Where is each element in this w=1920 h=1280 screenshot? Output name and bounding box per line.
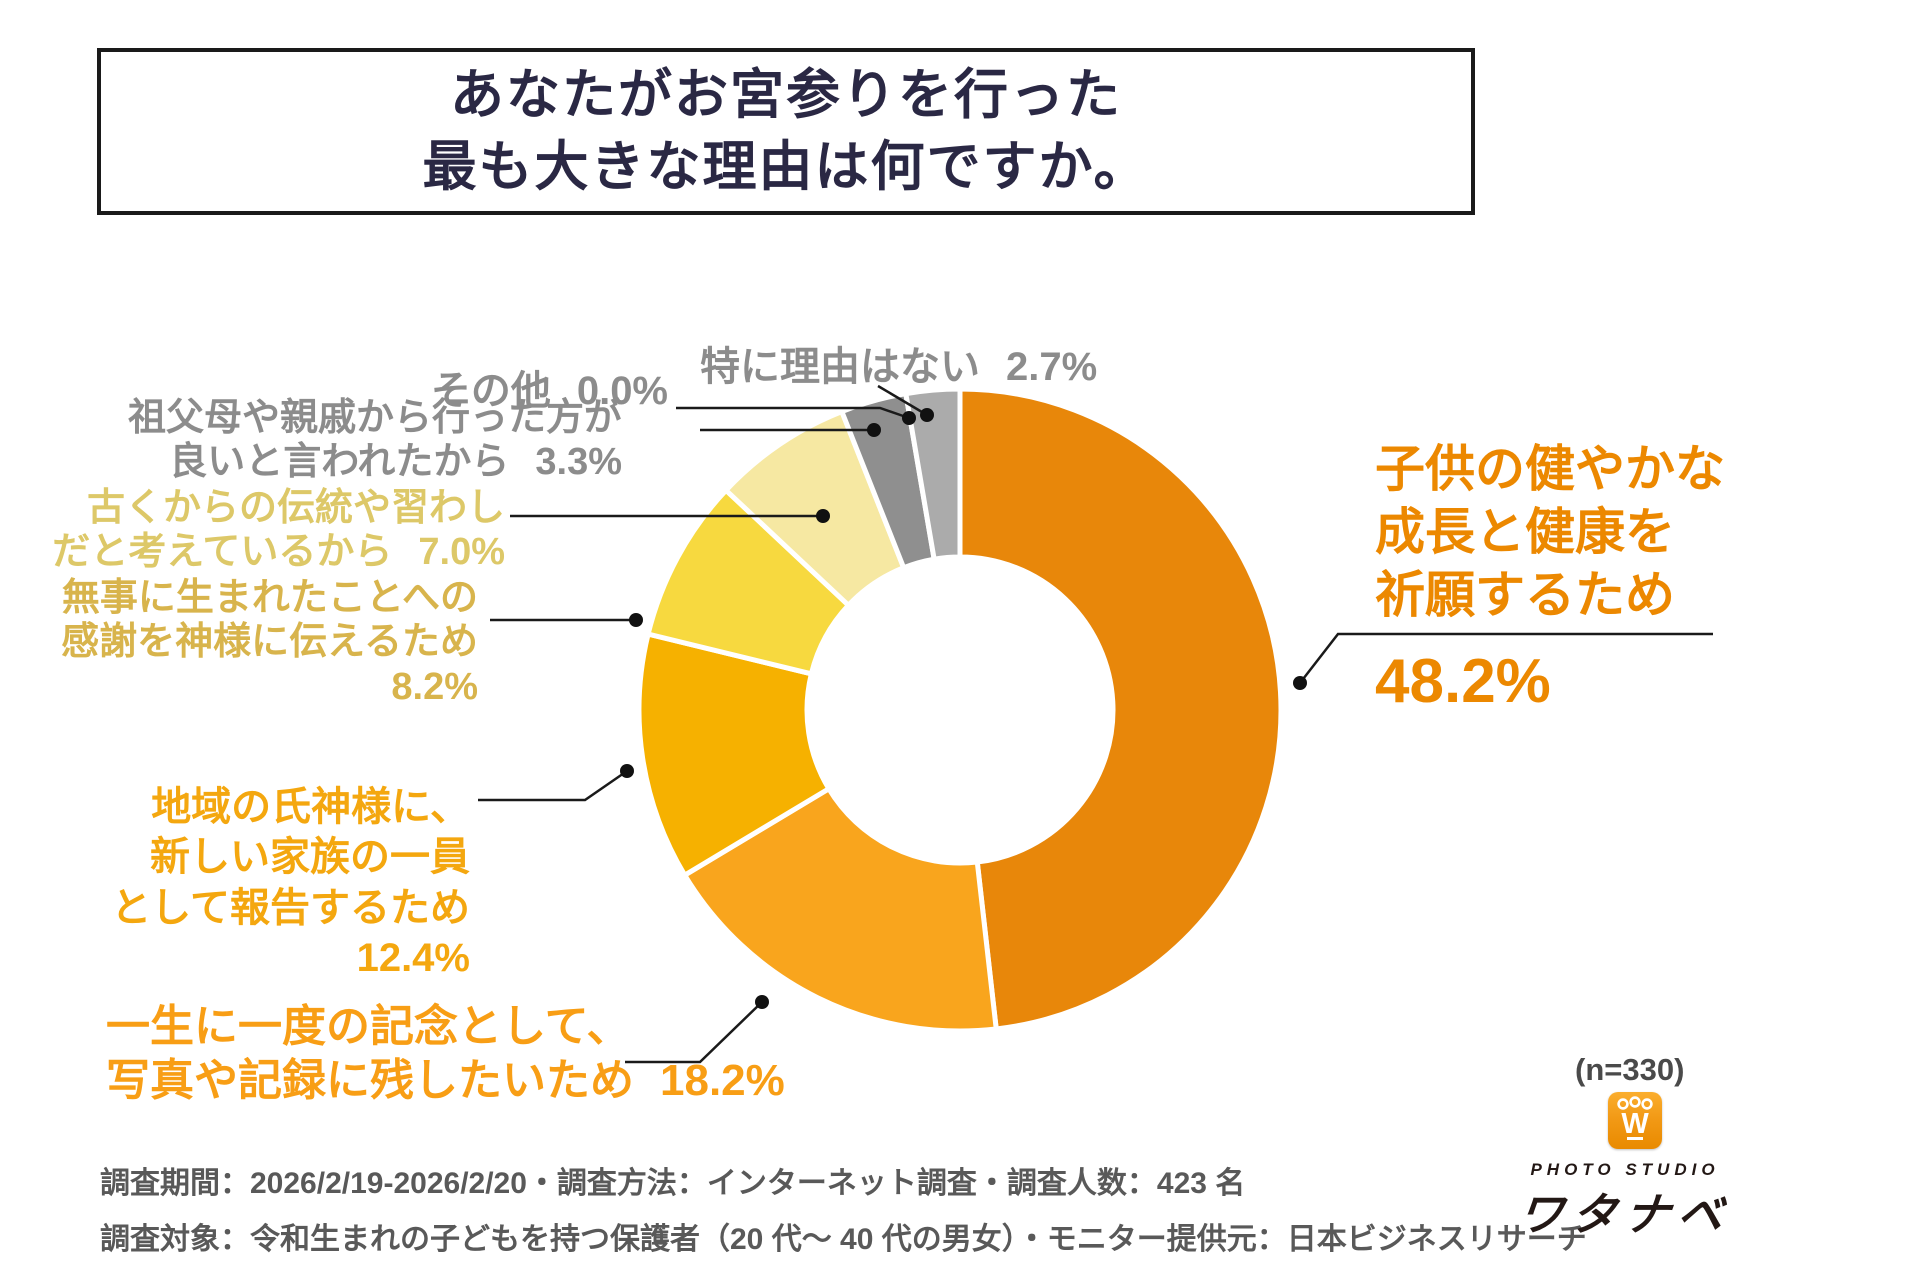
callout-gratitude-line1: 無事に生まれたことへの	[61, 577, 478, 619]
sample-size-note: (n=330)	[1575, 1052, 1685, 1087]
callout-ujigami-line2: 新しい家族の一員	[150, 835, 470, 880]
w-crown-icon: W	[1617, 1096, 1653, 1140]
leader-dot	[867, 423, 881, 437]
callout-grandparents-pct: 3.3%	[535, 441, 622, 484]
callout-tradition-pct: 7.0%	[418, 531, 505, 574]
callout-ujigami: 地域の氏神様に、 新しい家族の一員 として報告するため 12.4%	[111, 782, 470, 984]
callout-tradition-line1: 古くからの伝統や習わし	[86, 487, 505, 529]
page-title-line2: 最も大きな理由は何ですか。	[422, 136, 1150, 197]
callout-tradition-line2: だと考えているから	[52, 531, 393, 574]
callout-memorial-pct: 18.2%	[660, 1055, 785, 1105]
svg-text:W: W	[1621, 1108, 1649, 1140]
leader-line	[676, 406, 910, 420]
leader-dot	[1293, 676, 1307, 690]
title-box: あなたがお宮参りを行った 最も大きな理由は何ですか。	[97, 48, 1475, 215]
survey-note-line1: 調査期間：2026/2/19-2026/2/20・調査方法：インターネット調査・…	[100, 1167, 1246, 1200]
leader-dot	[755, 995, 769, 1009]
leader-dot	[816, 509, 830, 523]
studio-logo-name: ワタナベ	[1515, 1189, 1734, 1240]
callout-no-reason: 特に理由はない 2.7%	[700, 334, 1097, 392]
page-title-line1: あなたがお宮参りを行った	[450, 65, 1122, 126]
leader-line	[625, 1001, 763, 1064]
callout-other-pct: 0.0%	[576, 369, 668, 413]
studio-logo-text: PHOTO STUDIO	[1530, 1160, 1720, 1179]
callout-memorial-line2: 写真や記録に残したいため	[106, 1055, 634, 1105]
callout-grandparents-line2: 良いと言われたから	[169, 441, 510, 484]
callout-ujigami-line1: 地域の氏神様に、	[151, 785, 470, 829]
leader-line	[478, 769, 628, 802]
donut-slice	[902, 386, 963, 563]
leader-dot	[629, 613, 643, 627]
callout-no-reason-pct: 2.7%	[1006, 345, 1098, 389]
callout-health-line3: 祈願するため	[1375, 567, 1675, 623]
callout-health-pct: 48.2%	[1375, 647, 1551, 716]
callout-tradition: 古くからの伝統や習わし だと考えているから 7.0%	[52, 486, 505, 575]
callout-other: その他 0.0%	[431, 358, 668, 416]
callout-memorial: 一生に一度の記念として、 写真や記録に残したいため 18.2%	[106, 1000, 785, 1107]
donut-slice	[681, 785, 999, 1034]
leader-dot	[920, 408, 934, 422]
callout-gratitude: 無事に生まれたことへの 感謝を神様に伝えるため 8.2%	[61, 576, 478, 709]
callout-grandparents-line1: 祖父母や親戚から行った方が	[127, 397, 622, 439]
survey-note-line2: 調査対象：令和生まれの子どもを持つ保護者（20 代〜 40 代の男女）・モニター…	[100, 1223, 1587, 1257]
leader-line	[1299, 632, 1713, 684]
callout-health: 子供の健やかな 成長と健康を 祈願するため	[1375, 438, 1725, 627]
callout-no-reason-label: 特に理由はない	[700, 345, 980, 389]
leader-dot	[620, 764, 634, 778]
callout-ujigami-pct: 12.4%	[356, 936, 470, 981]
callout-grandparents: 祖父母や親戚から行った方が 良いと言われたから 3.3%	[128, 396, 622, 485]
donut-slice	[957, 386, 1284, 1032]
leader-dot	[902, 411, 916, 425]
callout-health-line1: 子供の健やかな	[1375, 441, 1725, 497]
leader-line	[877, 384, 928, 417]
callout-gratitude-pct: 8.2%	[391, 665, 478, 708]
donut-slice	[636, 631, 833, 879]
callout-ujigami-line3: として報告するため	[111, 885, 470, 930]
survey-notes: 調査期間：2026/2/19-2026/2/20・調査方法：インターネット調査・…	[100, 1156, 1587, 1268]
callout-gratitude-line2: 感謝を神様に伝えるため	[61, 621, 478, 664]
callout-other-label: その他	[430, 369, 551, 413]
callout-memorial-line1: 一生に一度の記念として、	[106, 1002, 631, 1051]
studio-logo-mark: W	[1608, 1092, 1662, 1149]
callout-health-line2: 成長と健康を	[1375, 504, 1675, 560]
